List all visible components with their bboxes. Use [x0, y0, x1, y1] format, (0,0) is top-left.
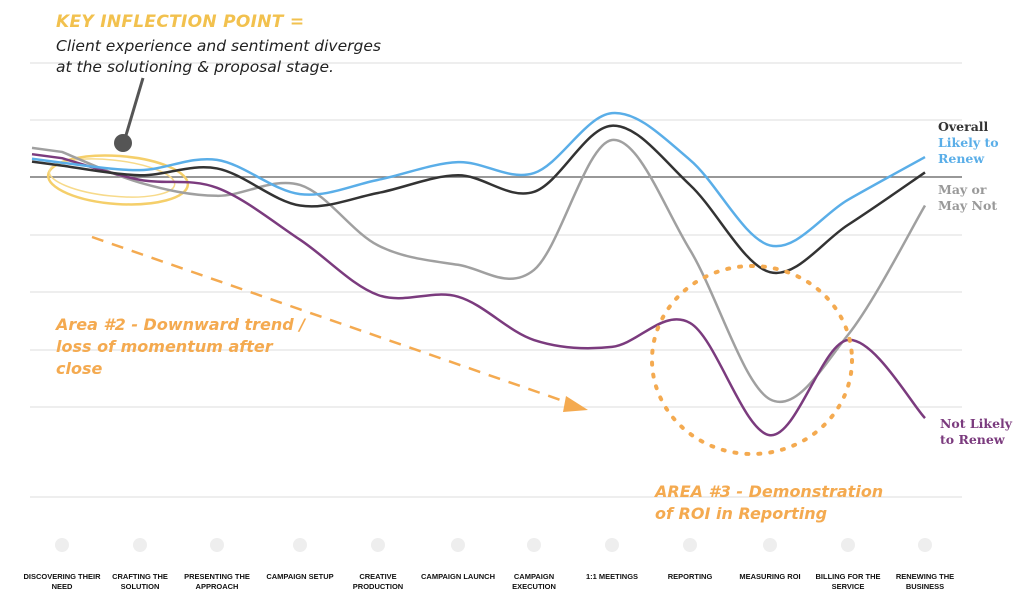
pointer-line	[122, 77, 145, 143]
x-tick-label: PRESENTING THE APPROACH	[184, 572, 250, 591]
key-inflection-body: Client experience and sentiment diverges…	[56, 37, 381, 76]
x-tick-label: CREATIVE PRODUCTION	[352, 572, 404, 591]
x-tick-label: CAMPAIGN EXECUTION	[512, 572, 556, 591]
category-dot	[133, 538, 147, 552]
series-line-not-likely-to-renew	[31, 152, 926, 437]
trend-arrow-head	[563, 396, 588, 412]
key-inflection-title: KEY INFLECTION POINT =	[56, 12, 305, 32]
x-tick-label: CAMPAIGN SETUP	[266, 572, 334, 581]
x-tick-label: CRAFTING THE SOLUTION	[112, 572, 168, 591]
area2-annotation: Area #2 - Downward trend / loss of momen…	[56, 315, 306, 378]
category-dot	[55, 538, 69, 552]
category-dot	[210, 538, 224, 552]
category-dot	[763, 538, 777, 552]
legend-maybe: May or May Not	[938, 182, 998, 213]
pointer-dot	[114, 134, 132, 152]
x-tick-label: DISCOVERING THEIR NEED	[23, 572, 101, 591]
category-dot	[293, 538, 307, 552]
x-tick-label: 1:1 MEETINGS	[585, 572, 639, 581]
category-dot	[918, 538, 932, 552]
category-dot	[527, 538, 541, 552]
inflection-highlight-ellipse	[48, 158, 176, 198]
legend-likely: Likely to Renew	[938, 135, 999, 166]
area3-annotation: AREA #3 - Demonstration of ROI in Report…	[655, 482, 884, 523]
series-line-likely-to-renew	[31, 111, 926, 248]
inflection-highlight-ellipse	[46, 154, 190, 206]
trend-arrow-line	[91, 235, 573, 406]
x-tick-label: MEASURING ROI	[739, 572, 801, 581]
series-line-may-or-may-not	[31, 138, 927, 403]
category-dot	[371, 538, 385, 552]
legend-overall: Overall	[938, 119, 989, 134]
x-tick-label: BILLING FOR THE SERVICE	[815, 572, 881, 591]
area3-dotted-circle	[650, 264, 854, 456]
series-line-overall	[31, 124, 926, 275]
x-tick-label: REPORTING	[667, 572, 713, 581]
category-dot	[605, 538, 619, 552]
category-dot	[683, 538, 697, 552]
category-dot	[841, 538, 855, 552]
x-tick-label: CAMPAIGN LAUNCH	[420, 572, 496, 581]
x-tick-label: RENEWING THE BUSINESS	[895, 572, 955, 591]
category-dot	[451, 538, 465, 552]
legend-not-likely: Not Likely to Renew	[940, 416, 1013, 447]
